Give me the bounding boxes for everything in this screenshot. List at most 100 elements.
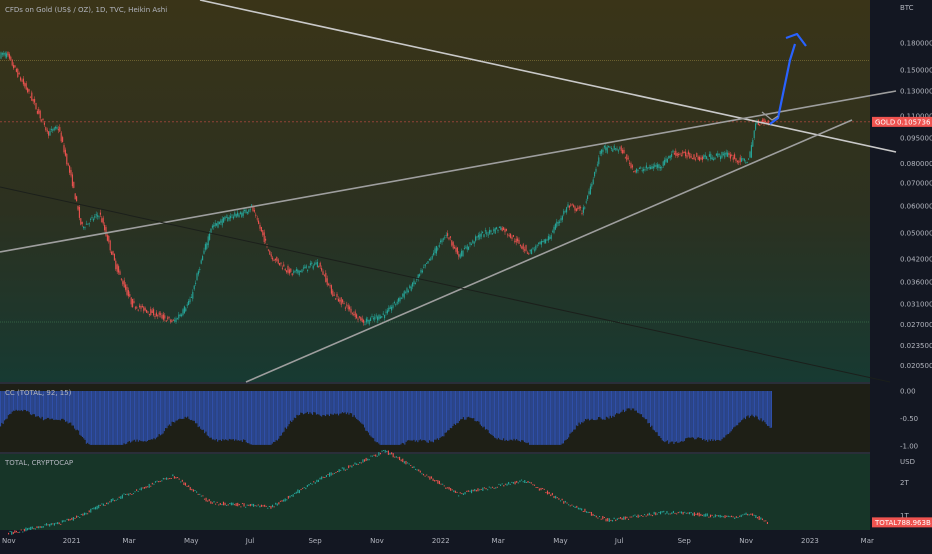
cc-bar [219, 391, 221, 440]
cc-bar [137, 391, 139, 442]
time-axis[interactable]: Nov 2021 Mar May Jul Sep Nov 2022 Mar May Jul Sep No… [2, 537, 874, 545]
candle [97, 215, 99, 217]
total-candle [316, 479, 318, 483]
cc-bar [651, 391, 653, 426]
total-candle [341, 467, 343, 469]
price-tick-label: 0.050000 [900, 230, 932, 238]
candle [507, 234, 509, 236]
candle [420, 269, 422, 273]
candle [637, 169, 639, 171]
rising-channel-lower-trendline[interactable] [245, 119, 853, 383]
total-candle [106, 502, 108, 505]
candle [167, 317, 169, 319]
total-candle [74, 517, 76, 519]
cc-bar [432, 391, 434, 443]
total-candle [684, 511, 686, 513]
main-pane-title[interactable]: CFDs on Gold (US$ / OZ), 1D, TVC, Heikin… [5, 6, 168, 14]
total-candle [66, 518, 68, 521]
cc-bar [742, 391, 744, 420]
total-candle [559, 500, 562, 502]
cc-bar [445, 391, 447, 433]
candle [494, 227, 496, 234]
cc-bar [275, 391, 277, 441]
descending-resistance-trendline[interactable] [199, 0, 897, 153]
candle [578, 206, 580, 209]
total-candle [241, 503, 244, 505]
total-candle [72, 517, 74, 521]
cc-bar [689, 391, 691, 438]
projection-arrow[interactable] [769, 43, 797, 125]
candle [568, 205, 570, 208]
cc-bar [551, 391, 553, 445]
total-candle [517, 482, 519, 484]
cc-bar [477, 391, 479, 421]
cc-bar [65, 391, 67, 422]
cc-bar [570, 391, 572, 433]
candle [542, 241, 544, 243]
long-term-trendline[interactable] [0, 186, 891, 383]
cc-bar [101, 391, 103, 445]
candle [300, 270, 302, 272]
candle [518, 239, 520, 244]
cc-bar [379, 391, 381, 445]
total-candle [445, 487, 447, 489]
total-candle [286, 499, 288, 501]
candle [21, 80, 23, 82]
candle [239, 212, 241, 215]
total-candle [370, 455, 372, 457]
total-candle [618, 517, 620, 519]
candle [318, 265, 320, 267]
candle [526, 252, 528, 254]
cc-axis[interactable]: 0.00-0.50-1.00 [900, 388, 918, 451]
candle [508, 235, 510, 237]
total-candle [205, 497, 207, 502]
cc-bar [326, 391, 328, 415]
candle [221, 218, 223, 226]
total-candle [175, 477, 177, 479]
cc-bar [518, 391, 520, 442]
candle [400, 297, 402, 299]
candle [633, 171, 635, 173]
projection-arrow-head[interactable] [785, 32, 807, 47]
time-tick-label: Mar [492, 537, 505, 545]
candle [724, 152, 726, 158]
total-candle [300, 489, 302, 491]
cc-bar [616, 391, 618, 414]
total-candle [148, 483, 150, 488]
main-price-axis[interactable]: 0.1800000.1500000.1300000.1100000.095000… [900, 39, 932, 370]
cc-bar [738, 391, 740, 423]
cc-bar [188, 391, 190, 419]
total-candle [493, 487, 495, 489]
cc-bar [451, 391, 453, 429]
candle [95, 214, 97, 216]
total-candle [550, 494, 552, 497]
candle [409, 285, 411, 289]
candle [8, 54, 10, 59]
cc-bar [364, 391, 366, 428]
total-candle [79, 517, 81, 519]
candle [109, 240, 111, 251]
total-candle [52, 523, 54, 525]
cc-bar [28, 391, 30, 413]
total-candle [82, 513, 84, 516]
cc-bar [5, 391, 7, 420]
cc-bar [607, 391, 609, 418]
cc-bar [50, 391, 52, 419]
candle [645, 165, 647, 169]
total-candle [60, 523, 62, 525]
cc-bar [144, 391, 146, 442]
total-candle [727, 515, 729, 518]
candle [265, 238, 267, 241]
rising-channel-upper-trendline[interactable] [0, 90, 897, 253]
total-pane-title[interactable]: TOTAL, CRYPTOCAP [5, 459, 74, 467]
cc-bar [41, 391, 43, 417]
candle [137, 309, 139, 311]
cc-bar [380, 391, 382, 445]
cc-pane-title[interactable]: CC (TOTAL, 92, 15) [5, 389, 72, 397]
candle [122, 281, 124, 285]
candle [133, 301, 135, 303]
total-candle [115, 499, 117, 501]
